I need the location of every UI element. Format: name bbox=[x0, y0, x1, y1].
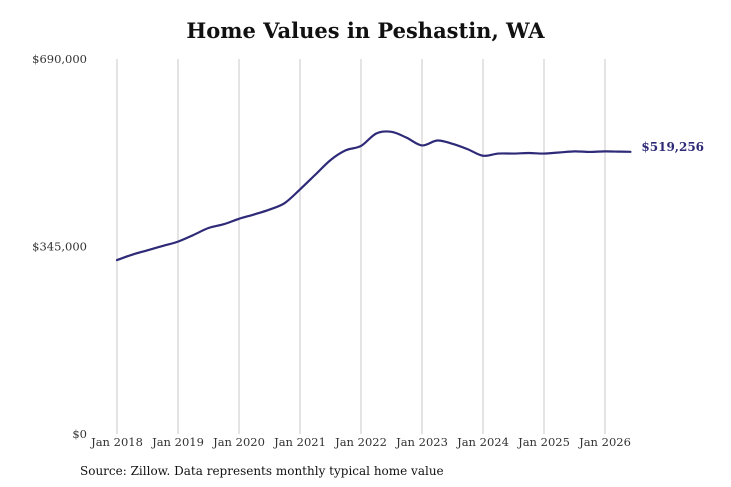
x-tick-label: Jan 2025 bbox=[517, 435, 570, 449]
source-note: Source: Zillow. Data represents monthly … bbox=[80, 464, 444, 478]
x-tick-label: Jan 2019 bbox=[151, 435, 204, 449]
x-tick-label: Jan 2026 bbox=[578, 435, 631, 449]
x-tick-label: Jan 2022 bbox=[334, 435, 387, 449]
x-tick-label: Jan 2018 bbox=[90, 435, 143, 449]
x-tick-label: Jan 2020 bbox=[212, 435, 265, 449]
x-tick-label: Jan 2024 bbox=[456, 435, 509, 449]
series-layer: $519,256 bbox=[115, 130, 704, 262]
x-tick-label: Jan 2021 bbox=[273, 435, 326, 449]
y-tick-label: $345,000 bbox=[32, 240, 87, 254]
grid-lines bbox=[116, 59, 606, 434]
y-tick-label: $690,000 bbox=[32, 52, 87, 66]
y-tick-label: $0 bbox=[72, 427, 87, 441]
end-value-label: $519,256 bbox=[641, 140, 704, 154]
x-axis-ticks: Jan 2018 Jan 2019 Jan 2020 Jan 2021 Jan 2022… bbox=[90, 435, 631, 449]
chart-title: Home Values in Peshastin, WA bbox=[186, 18, 545, 43]
y-axis-ticks: $0 $345,000 $690,000 bbox=[32, 52, 87, 441]
x-tick-label: Jan 2023 bbox=[395, 435, 448, 449]
home-value-line bbox=[115, 130, 632, 262]
